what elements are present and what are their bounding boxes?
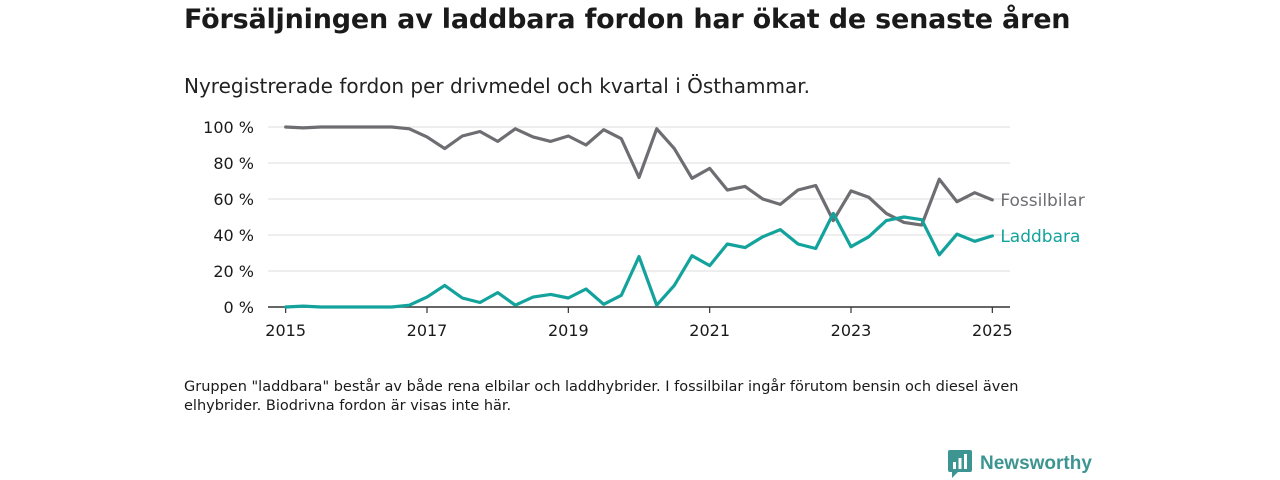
- series-line: [284, 211, 994, 309]
- series-end-label: Laddbara: [1000, 227, 1080, 247]
- x-tick-label: 2019: [548, 321, 589, 340]
- series-end-label: Fossilbilar: [1000, 191, 1084, 211]
- brand-logo: Newsworthy: [948, 450, 1092, 478]
- y-tick-label: 60 %: [213, 190, 254, 209]
- series-line: [284, 125, 994, 227]
- chart-footnote: Gruppen "laddbara" består av både rena e…: [184, 379, 1019, 414]
- y-tick-label: 40 %: [213, 226, 254, 245]
- x-tick-label: 2017: [407, 321, 448, 340]
- y-tick-label: 100 %: [203, 118, 254, 137]
- y-tick-label: 80 %: [213, 154, 254, 173]
- bar-chart-speech-icon: [948, 450, 972, 478]
- brand-name: Newsworthy: [980, 453, 1092, 474]
- x-tick-label: 2023: [831, 321, 872, 340]
- x-tick-label: 2021: [689, 321, 730, 340]
- x-tick-label: 2015: [265, 321, 306, 340]
- chart-title: Försäljningen av laddbara fordon har öka…: [184, 4, 1071, 35]
- y-tick-label: 20 %: [213, 262, 254, 281]
- chart-subtitle: Nyregistrerade fordon per drivmedel och …: [184, 74, 811, 98]
- x-tick-label: 2025: [972, 321, 1013, 340]
- y-tick-label: 0 %: [224, 298, 254, 317]
